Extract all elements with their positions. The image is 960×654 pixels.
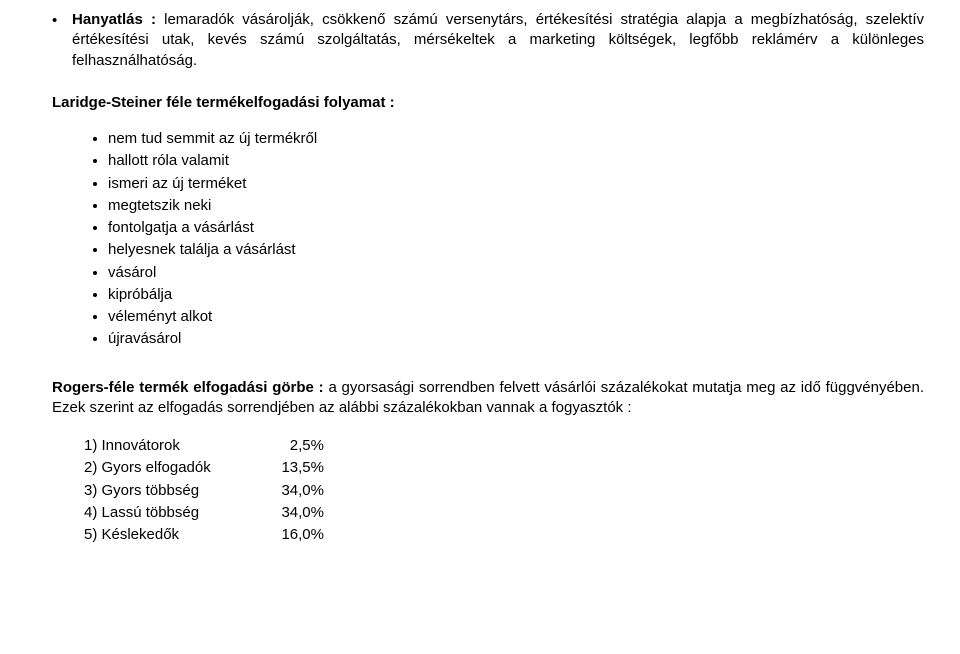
- list-item-value: 34,0%: [254, 481, 324, 501]
- list-item: 3) Gyors többség34,0%: [84, 481, 928, 501]
- list-item: kipróbálja: [108, 285, 928, 305]
- laridge-list: nem tud semmit az új termékrőlhallott ró…: [52, 129, 928, 350]
- list-item: helyesnek találja a vásárlást: [108, 240, 928, 260]
- list-item-label: 2) Gyors elfogadók: [84, 458, 254, 478]
- list-item-value: 34,0%: [254, 503, 324, 523]
- intro-paragraph: • Hanyatlás : lemaradók vásárolják, csök…: [52, 10, 924, 71]
- list-item: hallott róla valamit: [108, 151, 928, 171]
- intro-text: Hanyatlás : lemaradók vásárolják, csökke…: [72, 10, 924, 71]
- list-item-value: 13,5%: [254, 458, 324, 478]
- list-item: újravásárol: [108, 329, 928, 349]
- list-item: 5) Késlekedők16,0%: [84, 525, 928, 545]
- rogers-list: 1) Innovátorok2,5%2) Gyors elfogadók13,5…: [52, 436, 928, 545]
- list-item: ismeri az új terméket: [108, 174, 928, 194]
- list-item: fontolgatja a vásárlást: [108, 218, 928, 238]
- list-item-value: 16,0%: [254, 525, 324, 545]
- intro-lead-rest: lemaradók vásárolják, csökkenő számú ver…: [72, 11, 924, 69]
- list-item: 4) Lassú többség34,0%: [84, 503, 928, 523]
- list-item-label: 1) Innovátorok: [84, 436, 254, 456]
- list-item: véleményt alkot: [108, 307, 928, 327]
- list-item-label: 5) Késlekedők: [84, 525, 254, 545]
- list-item-label: 3) Gyors többség: [84, 481, 254, 501]
- list-item: 1) Innovátorok2,5%: [84, 436, 928, 456]
- rogers-paragraph: Rogers-féle termék elfogadási görbe : a …: [52, 378, 924, 419]
- list-item: megtetszik neki: [108, 196, 928, 216]
- list-item: vásárol: [108, 263, 928, 283]
- list-item: 2) Gyors elfogadók13,5%: [84, 458, 928, 478]
- bullet-icon: •: [52, 10, 72, 71]
- rogers-lead-bold: Rogers-féle termék elfogadási görbe :: [52, 379, 324, 396]
- list-item-value: 2,5%: [254, 436, 324, 456]
- laridge-title: Laridge-Steiner féle termékelfogadási fo…: [52, 93, 928, 113]
- list-item-label: 4) Lassú többség: [84, 503, 254, 523]
- intro-lead-bold: Hanyatlás :: [72, 11, 156, 28]
- list-item: nem tud semmit az új termékről: [108, 129, 928, 149]
